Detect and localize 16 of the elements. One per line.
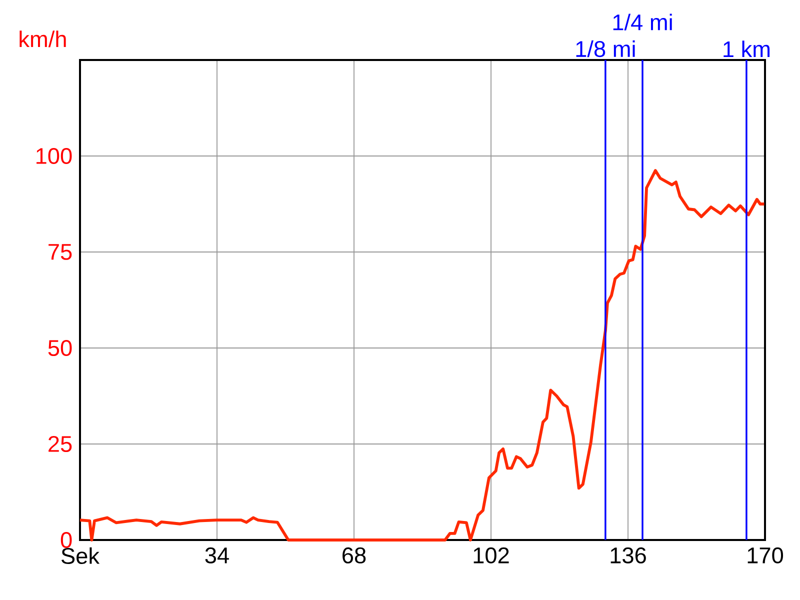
y-tick-label: 100 xyxy=(36,148,72,164)
y-tick-label: 0 xyxy=(60,532,72,548)
x-tick-label: 170 xyxy=(748,547,784,564)
ref-line-label: 1/8 mi xyxy=(576,40,635,58)
x-tick-label: 34 xyxy=(205,547,229,564)
line-series xyxy=(78,169,766,542)
y-tick-label: 25 xyxy=(48,436,72,452)
x-tick-label: Sek xyxy=(61,547,100,564)
x-tick-label: 102 xyxy=(474,547,509,564)
y-axis-title: km/h xyxy=(20,30,66,48)
x-tick-label: 68 xyxy=(342,547,366,564)
y-tick-label: 75 xyxy=(48,244,72,260)
x-tick-label: 136 xyxy=(610,547,646,564)
y-tick-label: 50 xyxy=(48,340,72,356)
ref-line-label: 1/4 mi xyxy=(613,14,672,30)
ref-line-label: 1 km xyxy=(724,40,770,58)
